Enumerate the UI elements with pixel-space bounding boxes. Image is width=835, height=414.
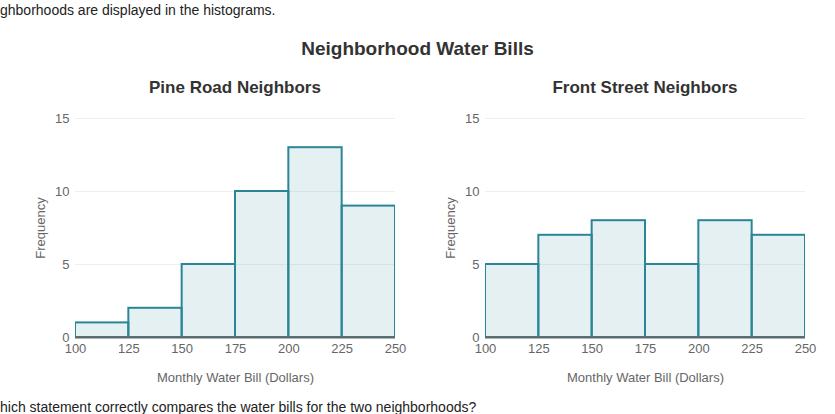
svg-text:Frequency: Frequency	[33, 197, 48, 259]
svg-text:150: 150	[171, 341, 193, 356]
svg-text:150: 150	[581, 341, 603, 356]
html-text:Pine Road Neighbors: Pine Road Neighbors	[149, 78, 321, 97]
svg-text:200: 200	[278, 341, 300, 356]
svg-text:15: 15	[55, 111, 69, 126]
svg-text:Frequency: Frequency	[443, 197, 458, 259]
html-text:Front Street Neighbors: Front Street Neighbors	[552, 78, 738, 97]
svg-text:10: 10	[465, 184, 479, 199]
html-text:Neighborhood Water Bills: Neighborhood Water Bills	[301, 38, 534, 59]
svg-text:200: 200	[688, 341, 710, 356]
svg-text:0: 0	[62, 329, 70, 345]
svg-text:225: 225	[741, 341, 763, 356]
svg-text:250: 250	[385, 341, 407, 356]
svg-text:5: 5	[472, 257, 479, 272]
svg-text:250: 250	[795, 341, 817, 356]
svg-text:15: 15	[465, 111, 479, 126]
svg-text:125: 125	[118, 341, 140, 356]
svg-text:10: 10	[55, 184, 69, 199]
svg-text:125: 125	[528, 341, 550, 356]
html-text:hich statement correctly compa: hich statement correctly compares the wa…	[0, 399, 477, 414]
svg-text:5: 5	[62, 257, 69, 272]
svg-text:100: 100	[475, 341, 497, 356]
svg-text:Monthly Water Bill (Dollars): Monthly Water Bill (Dollars)	[157, 370, 314, 385]
html-text:ghborhoods are displayed in th: ghborhoods are displayed in the histogra…	[0, 2, 276, 18]
svg-text:175: 175	[635, 341, 657, 356]
svg-text:100: 100	[65, 341, 87, 356]
svg-text:225: 225	[331, 341, 353, 356]
svg-text:Monthly Water Bill (Dollars): Monthly Water Bill (Dollars)	[567, 370, 724, 385]
svg-text:175: 175	[225, 341, 247, 356]
svg-text:0: 0	[472, 329, 480, 345]
